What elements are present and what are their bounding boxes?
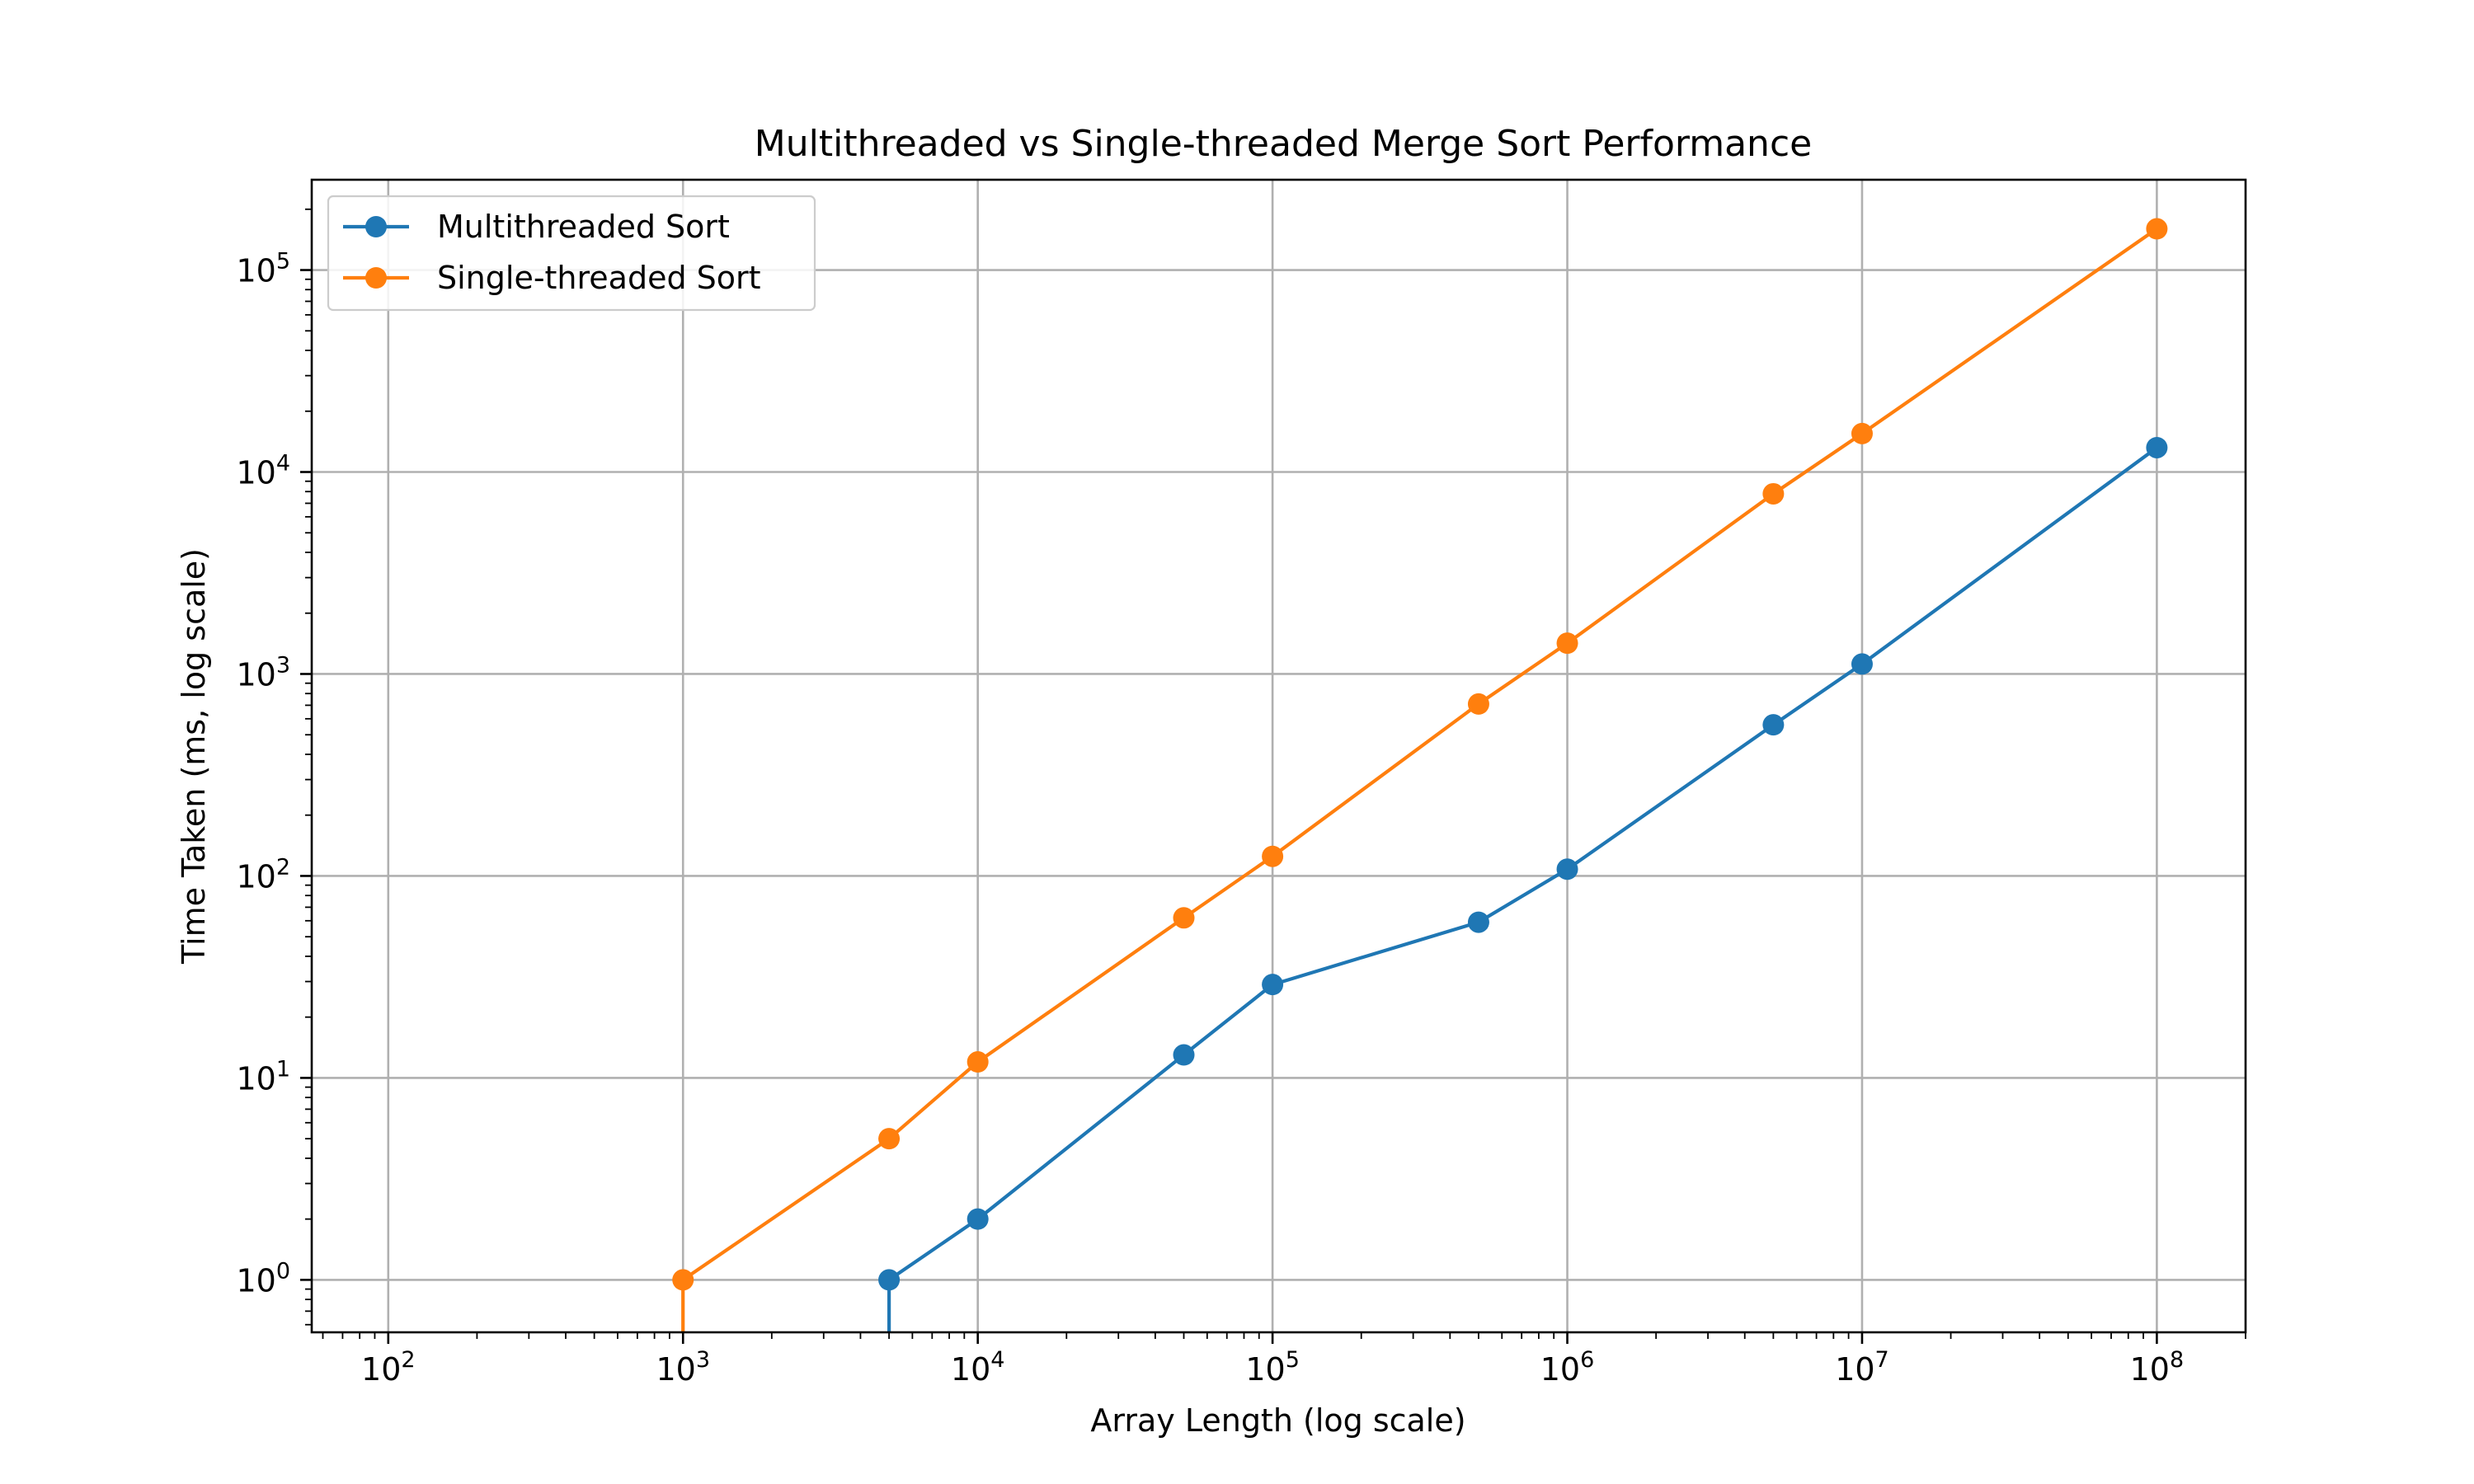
x-tick-label-base: 10 (1540, 1351, 1580, 1388)
data-point (1467, 911, 1489, 933)
x-tick-label-base: 10 (951, 1351, 990, 1388)
legend-item: Single-threaded Sort (343, 260, 761, 296)
y-tick-label-exponent: 4 (276, 451, 290, 477)
y-tick-label-base: 10 (236, 253, 275, 289)
y-tick-label: 101 (236, 1056, 290, 1097)
y-tick-label-exponent: 5 (276, 249, 290, 275)
x-tick-label-base: 10 (2130, 1351, 2170, 1388)
x-tick-label: 106 (1540, 1347, 1595, 1388)
y-axis-label: Time Taken (ms, log scale) (176, 548, 212, 965)
x-tick-label-base: 10 (1245, 1351, 1285, 1388)
grid-layer (312, 180, 2246, 1332)
y-tick-label: 105 (236, 249, 290, 289)
x-axis-label: Array Length (log scale) (1090, 1402, 1465, 1439)
series-2 (672, 218, 2168, 1332)
y-tick-label-base: 10 (236, 1060, 275, 1097)
data-point (1262, 974, 1284, 996)
legend-box (327, 195, 816, 312)
x-tick-label-exponent: 8 (2170, 1347, 2184, 1373)
x-tick-label-exponent: 5 (1286, 1347, 1300, 1373)
data-point (1173, 907, 1195, 929)
data-point (1467, 693, 1489, 715)
y-tick-label-exponent: 2 (276, 854, 290, 880)
data-point (1556, 858, 1578, 881)
y-tick-label-base: 10 (236, 1262, 275, 1298)
x-tick-label-base: 10 (361, 1351, 401, 1388)
y-tick-label-exponent: 3 (276, 652, 290, 678)
y-tick-label-base: 10 (236, 656, 275, 693)
x-tick-label-exponent: 3 (696, 1347, 710, 1373)
data-point (1556, 632, 1578, 655)
data-point (1851, 422, 1873, 444)
legend: Multithreaded Sort Single-threaded Sort (327, 195, 816, 312)
legend-swatch-marker (365, 216, 387, 237)
legend-label: Single-threaded Sort (437, 260, 761, 296)
x-tick-label-base: 10 (656, 1351, 695, 1388)
series-layer (672, 218, 2168, 1332)
x-tick-label-exponent: 7 (1875, 1347, 1889, 1373)
x-tick-label-exponent: 2 (401, 1347, 415, 1373)
chart-title: Multithreaded vs Single-threaded Merge S… (755, 123, 1812, 165)
data-point (1762, 714, 1785, 736)
y-tick-label: 102 (236, 854, 290, 895)
x-tick-label: 108 (2130, 1347, 2185, 1388)
legend-swatch-marker (365, 267, 387, 289)
legend-item: Multithreaded Sort (343, 209, 730, 245)
legend-label: Multithreaded Sort (437, 209, 730, 245)
plot-frame (310, 178, 2247, 1334)
x-tick-label: 105 (1245, 1347, 1300, 1388)
data-point (1762, 482, 1785, 505)
y-tick-label-exponent: 1 (276, 1056, 290, 1082)
x-tick-label: 107 (1835, 1347, 1889, 1388)
data-point (967, 1208, 989, 1230)
series-line (887, 446, 2158, 1332)
data-point (878, 1269, 901, 1291)
y-tick-label-base: 10 (236, 455, 275, 491)
data-point (2146, 436, 2168, 458)
x-tick-label-exponent: 4 (990, 1347, 1004, 1373)
y-tick-label: 100 (236, 1258, 290, 1298)
data-point (672, 1269, 694, 1291)
x-tick-label-base: 10 (1835, 1351, 1874, 1388)
y-tick-label: 104 (236, 451, 290, 491)
data-point (2146, 218, 2168, 240)
x-tick-label: 102 (361, 1347, 416, 1388)
data-point (878, 1128, 901, 1150)
data-point (1173, 1044, 1195, 1066)
x-tick-label-exponent: 6 (1580, 1347, 1594, 1373)
x-tick-label: 104 (951, 1347, 1005, 1388)
y-tick-label-base: 10 (236, 858, 275, 895)
y-tick-label: 103 (236, 652, 290, 693)
data-point (1851, 653, 1873, 675)
y-tick-label-exponent: 0 (276, 1258, 290, 1284)
x-tick-label: 103 (656, 1347, 710, 1388)
series-1 (878, 436, 2168, 1332)
data-point (1262, 845, 1284, 867)
data-point (967, 1051, 989, 1073)
